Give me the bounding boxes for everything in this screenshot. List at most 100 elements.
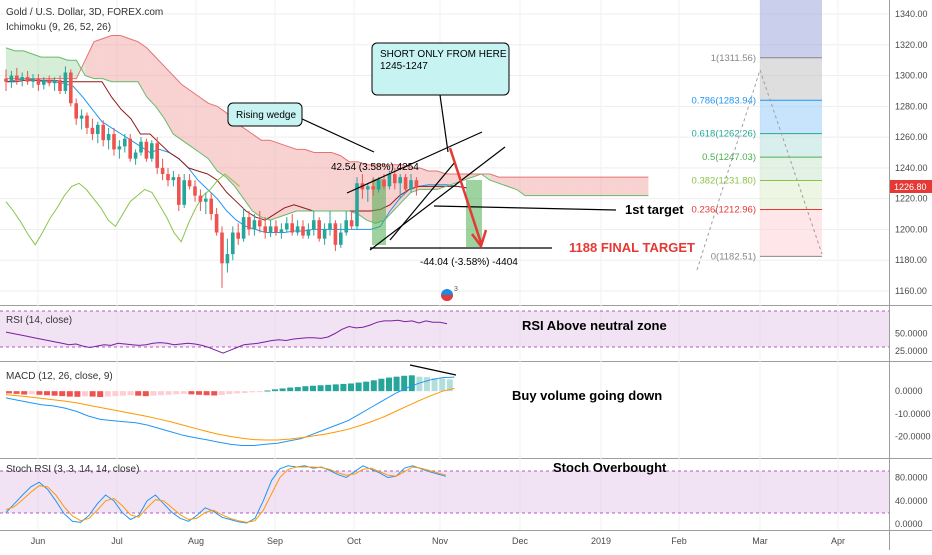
candle (349, 210, 354, 230)
time-tick-label: Jun (31, 536, 46, 546)
stoch-tick-label: 80.0000 (895, 473, 928, 483)
fib-zone-band (760, 57, 822, 101)
time-tick-label: Jul (111, 536, 123, 546)
candle (322, 223, 327, 245)
macd-divergence-line (409, 364, 457, 376)
fibonacci-retracement: 1(1311.56) 0.786(1283.94) 0.618(1262.26) 0.… (692, 0, 822, 262)
candle (328, 210, 332, 236)
grid (0, 0, 889, 530)
macd-histogram-bar (211, 391, 218, 396)
candle-body (25, 77, 30, 82)
macd-histogram-bar (135, 391, 142, 396)
cloud-segment (542, 177, 552, 196)
candle-body (9, 75, 14, 82)
macd-histogram-bar (439, 378, 446, 392)
short-callout-pointer (439, 94, 449, 153)
macd-tick-label: -10.0000 (895, 409, 931, 419)
macd-histogram-bar (386, 377, 392, 392)
cloud-segment (243, 127, 253, 211)
candle-body (139, 141, 143, 153)
macd-histogram-bar (127, 391, 134, 396)
candle-body (312, 220, 316, 230)
candle (306, 223, 311, 239)
candle-body (74, 103, 78, 119)
price-axis[interactable]: 1160.00 1180.00 1200.00 1220.00 1240.00 1260.… (895, 9, 931, 529)
fib-level-label: 0.382(1231.80) (692, 176, 756, 187)
macd-histogram-bar (150, 391, 157, 396)
cloud-segment (463, 174, 473, 181)
candle (268, 220, 273, 238)
wedge-lower-line (369, 146, 506, 251)
candle (301, 220, 305, 239)
candle (414, 177, 419, 196)
cloud-segment (41, 57, 50, 79)
cloud-segment (331, 152, 341, 211)
macd-histogram-bar (272, 389, 278, 392)
fib-zone-band (760, 157, 822, 181)
macd-histogram-bar (203, 391, 210, 396)
candle-body (63, 72, 68, 91)
macd-histogram-bar (325, 384, 332, 392)
ichimoku-cloud (6, 35, 649, 224)
macd-histogram-bar (104, 391, 111, 397)
cloud-segment (534, 177, 543, 196)
cloud-segment (182, 84, 191, 147)
candle (231, 226, 235, 261)
macd-histogram-bar (348, 383, 354, 392)
wedge-callout[interactable]: Rising wedge (227, 102, 303, 127)
fib-zone-band (760, 180, 822, 210)
candle (193, 180, 197, 202)
cloud-segment (287, 146, 297, 215)
candle (160, 158, 165, 181)
macd-histogram-bar (401, 375, 408, 392)
price-tick-label: 1180.00 (895, 255, 927, 265)
candle (236, 223, 240, 245)
cloud-segment (639, 177, 649, 196)
price-tick-label: 1200.00 (895, 224, 928, 234)
cloud-segment (595, 177, 605, 196)
candle (247, 210, 251, 236)
event-marker-icon[interactable]: 3 (441, 286, 458, 301)
candle (133, 149, 138, 165)
candle-body (90, 127, 95, 135)
candle (339, 223, 343, 248)
candle-body (106, 134, 111, 141)
last-price-tag: 1226.80 (890, 180, 932, 193)
candle-body (414, 180, 419, 188)
macd-histogram-bar (310, 385, 316, 392)
stoch-title: Stoch RSI (3, 3, 14, 14, close) (6, 464, 139, 475)
candle-body (187, 180, 192, 187)
cloud-segment (146, 47, 156, 107)
ichimoku-span-b (6, 35, 649, 178)
macd-histogram-bar (173, 391, 180, 395)
candle-body (155, 143, 159, 168)
time-axis[interactable]: Jun Jul Aug Sep Oct Nov Dec 2019 Feb Mar Apr (31, 536, 845, 546)
macd-histogram-bar (112, 391, 119, 397)
candle-body (52, 80, 57, 84)
candle (209, 192, 213, 221)
candle-body (393, 174, 397, 184)
cloud-segment (507, 177, 517, 190)
up-measure-label: 42.54 (3.58%) 4254 (331, 162, 419, 173)
candle (403, 174, 408, 193)
candle-body (42, 80, 46, 85)
candle (85, 112, 89, 135)
candle (74, 98, 78, 125)
candle (52, 77, 57, 91)
candle-body (166, 174, 170, 181)
fib-extension-zone (760, 0, 822, 58)
final-target-label: 1188 FINAL TARGET (569, 240, 695, 255)
candle-body (258, 220, 262, 227)
wedge-callout-text: Rising wedge (236, 110, 296, 121)
candle-body (247, 217, 251, 230)
short-callout-line1: SHORT ONLY FROM HERE (380, 49, 507, 60)
macd-histogram-bar (89, 391, 96, 397)
candle (96, 121, 100, 144)
candle-body (144, 141, 149, 159)
candle (123, 134, 127, 153)
candle-body (20, 77, 24, 81)
short-callout[interactable]: SHORT ONLY FROM HERE 1245-1247 (371, 42, 510, 96)
candle-body (220, 232, 224, 264)
